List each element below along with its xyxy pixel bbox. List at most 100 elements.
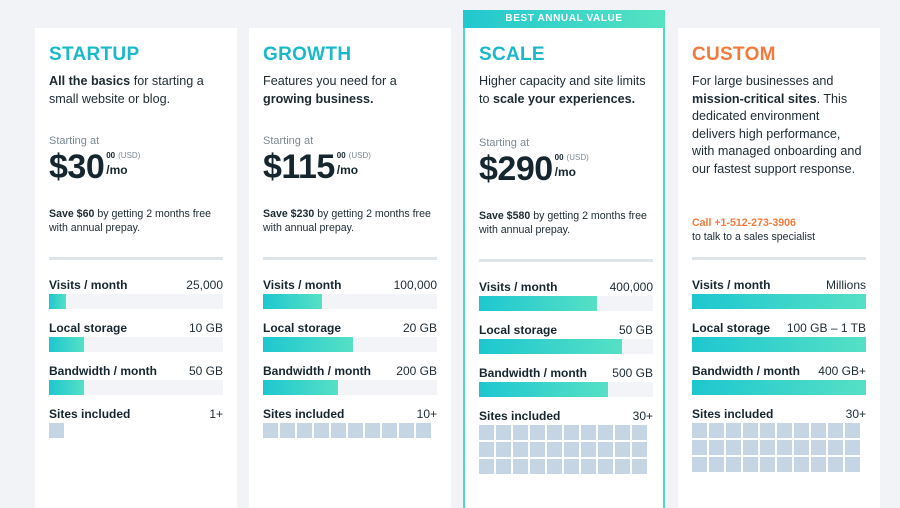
plan-card-custom[interactable]: CUSTOM For large businesses and mission-c… — [678, 28, 880, 508]
description-text: mission-critical sites — [692, 91, 817, 106]
stat-bar-fill — [263, 380, 338, 395]
sales-phone-link[interactable]: Call +1-512-273-3906 — [692, 217, 796, 229]
site-square — [692, 440, 707, 455]
stat-bar-fill — [692, 380, 866, 395]
price-currency: (USD) — [566, 153, 589, 162]
site-square — [496, 459, 511, 474]
stat-visits-month: Visits / month 400,000 — [479, 279, 653, 311]
stat-bar-fill — [479, 339, 622, 354]
stat-bar-fill — [692, 294, 866, 309]
stat-value: 100 GB – 1 TB — [786, 321, 866, 335]
sales-contact-text: to talk to a sales specialist — [692, 231, 816, 243]
stat-value: Millions — [825, 278, 866, 292]
plan-description: For large businesses and mission-critica… — [692, 73, 866, 179]
stat-value: 50 GB — [618, 323, 653, 337]
stat-label: Visits / month — [263, 278, 342, 292]
price-cents: 00 — [554, 153, 564, 162]
site-square — [479, 425, 494, 440]
stat-value: 10 GB — [188, 321, 223, 335]
site-square — [399, 423, 414, 438]
site-square — [794, 423, 809, 438]
site-square — [777, 423, 792, 438]
sites-squares — [263, 423, 437, 438]
site-square — [479, 459, 494, 474]
plan-name: GROWTH — [263, 44, 352, 65]
description-text: for starting a small website or blog. — [49, 74, 204, 106]
plan-description: All the basics for starting a small webs… — [49, 73, 223, 108]
stat-label: Local storage — [479, 323, 558, 337]
description-text: Higher capacity and site limits to — [479, 74, 646, 106]
price-currency: (USD) — [348, 151, 371, 160]
site-square — [530, 442, 545, 457]
stat-label: Bandwidth / month — [479, 366, 587, 380]
site-square — [615, 442, 630, 457]
savings-amount: Save $60 — [49, 208, 95, 220]
stat-bar-fill — [49, 337, 84, 352]
price-cents: 00 — [106, 151, 116, 160]
site-square — [632, 442, 647, 457]
site-square — [547, 459, 562, 474]
site-square — [709, 423, 724, 438]
stat-bar-track — [263, 294, 437, 309]
stat-value: 400,000 — [609, 280, 653, 294]
stat-value: 100,000 — [393, 278, 437, 292]
price-currency: (USD) — [118, 151, 141, 160]
site-square — [530, 459, 545, 474]
stat-value: 10+ — [416, 407, 437, 421]
site-square — [348, 423, 363, 438]
site-square — [760, 457, 775, 472]
stat-value: 20 GB — [402, 321, 437, 335]
site-square — [581, 459, 596, 474]
stat-label: Sites included — [692, 407, 774, 421]
price-period: /mo — [554, 165, 576, 179]
site-square — [845, 440, 860, 455]
stat-label: Visits / month — [49, 278, 128, 292]
site-square — [479, 442, 494, 457]
stat-bar-track — [49, 337, 223, 352]
site-square — [297, 423, 312, 438]
stat-value: 50 GB — [188, 364, 223, 378]
stat-bar-track — [692, 337, 866, 352]
savings-amount: Save $230 — [263, 208, 315, 220]
site-square — [547, 425, 562, 440]
plan-description: Features you need for a growing business… — [263, 73, 437, 108]
stat-bar-fill — [49, 380, 84, 395]
plan-card-startup[interactable]: STARTUP All the basics for starting a sma… — [35, 28, 237, 508]
stat-bar-track — [479, 382, 653, 397]
stat-visits-month: Visits / month Millions — [692, 277, 866, 309]
stat-bar-track — [263, 380, 437, 395]
price-amount: $290 — [479, 150, 553, 188]
stat-sites-included: Sites included 30+ — [692, 406, 866, 472]
divider — [49, 257, 223, 260]
stat-bar-fill — [263, 337, 354, 352]
stat-value: 500 GB — [612, 366, 653, 380]
stat-visits-month: Visits / month 100,000 — [263, 277, 437, 309]
stat-bar-track — [692, 294, 866, 309]
plan-card-growth[interactable]: GROWTH Features you need for a growing bu… — [249, 28, 451, 508]
divider — [692, 257, 866, 260]
plan-card-scale[interactable]: BEST ANNUAL VALUE SCALE Higher capacity an… — [463, 10, 665, 508]
stat-bar-fill — [49, 294, 67, 309]
site-square — [709, 457, 724, 472]
site-square — [365, 423, 380, 438]
site-square — [382, 423, 397, 438]
starting-at-label: Starting at — [49, 135, 100, 147]
site-square — [314, 423, 329, 438]
site-square — [777, 457, 792, 472]
site-square — [845, 423, 860, 438]
plan-name: STARTUP — [49, 44, 140, 65]
stat-bar-track — [692, 380, 866, 395]
divider — [263, 257, 437, 260]
stat-bandwidth-month: Bandwidth / month 500 GB — [479, 365, 653, 397]
stat-bar-fill — [479, 382, 608, 397]
description-text: scale your experiences. — [493, 91, 636, 106]
stat-bandwidth-month: Bandwidth / month 400 GB+ — [692, 363, 866, 395]
price: $115 00 (USD) /mo — [263, 148, 371, 188]
stat-sites-included: Sites included 10+ — [263, 406, 437, 438]
site-square — [564, 425, 579, 440]
price: $290 00 (USD) /mo — [479, 150, 589, 190]
site-square — [743, 457, 758, 472]
stat-value: 25,000 — [186, 278, 223, 292]
savings-text: by getting 2 months free with annual pre… — [49, 208, 211, 234]
site-square — [496, 442, 511, 457]
